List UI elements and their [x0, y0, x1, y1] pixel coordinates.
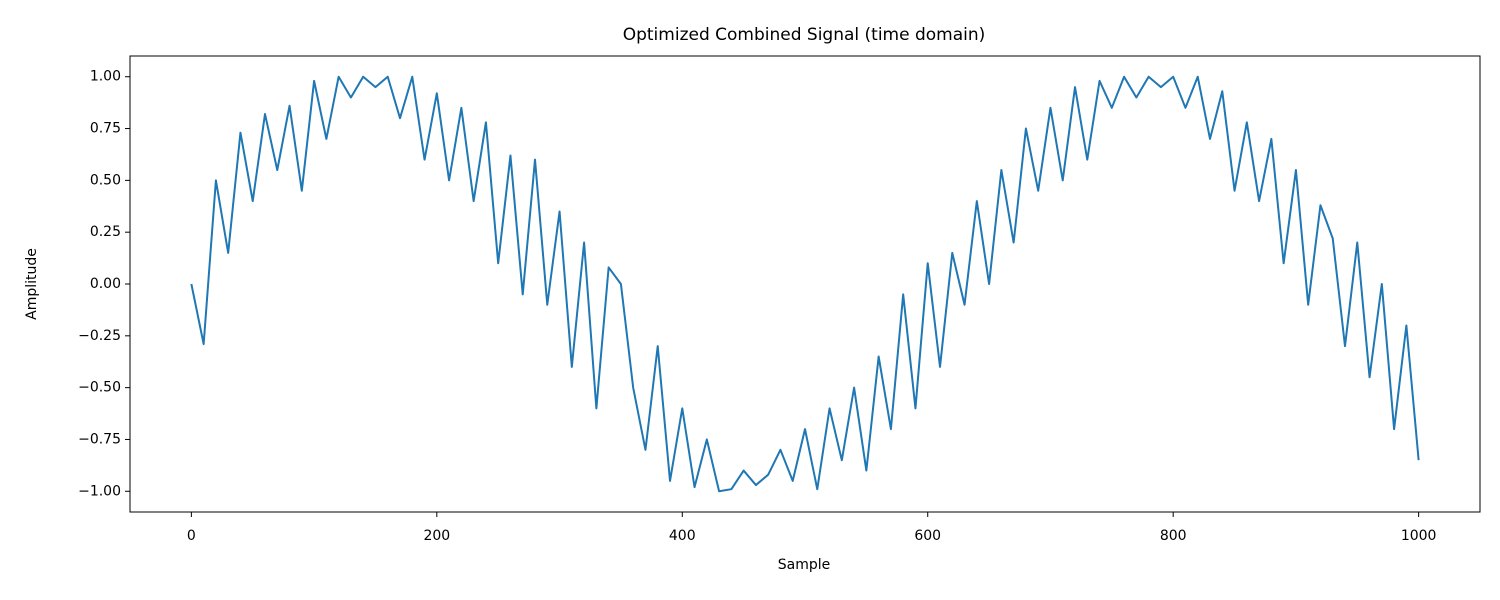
x-tick-label: 600: [914, 528, 941, 544]
y-tick-label: −1.00: [78, 483, 121, 499]
x-tick-label: 400: [669, 528, 696, 544]
y-axis-label: Amplitude: [24, 248, 40, 320]
x-tick-label: 0: [187, 528, 196, 544]
signal-line: [190, 75, 1420, 493]
y-tick-label: 0.75: [90, 121, 121, 137]
x-tick-label: 200: [423, 528, 450, 544]
y-tick-label: 0.00: [90, 276, 121, 292]
y-tick-label: −0.25: [78, 328, 121, 344]
x-axis-label: Sample: [778, 557, 831, 573]
y-tick-label: 0.50: [90, 172, 121, 188]
y-tick-label: 1.00: [90, 69, 121, 85]
plot-frame: [129, 55, 1481, 513]
x-tick-label: 800: [1160, 528, 1187, 544]
y-tick-label: −0.50: [78, 380, 121, 396]
y-tick-label: 0.25: [90, 224, 121, 240]
chart-title: Optimized Combined Signal (time domain): [623, 25, 986, 45]
x-tick-label: 1000: [1401, 528, 1437, 544]
y-tick-label: −0.75: [78, 431, 121, 447]
